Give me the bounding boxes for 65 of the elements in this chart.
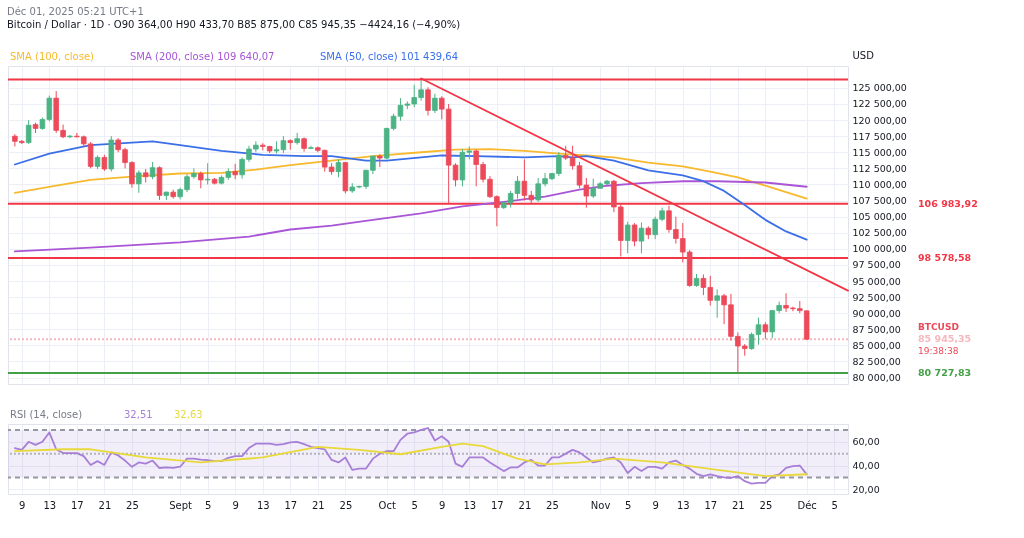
- chart-subtitle: Bitcoin / Dollar · 1D · O90 364,00 H90 433,70 B85 875,00 C85 945,35 −4424,16 (−4,90%): [7, 19, 461, 30]
- x-tick-label: 21: [311, 499, 325, 511]
- text: 32,51: [124, 409, 153, 420]
- y-tick-label: 20,00: [852, 483, 880, 495]
- x-tick-label: 5: [204, 499, 212, 511]
- ref-line-label: 98 578,58: [918, 251, 972, 263]
- x-tick-label: 13: [676, 499, 690, 511]
- y-tick-label: 90 000,00: [852, 307, 901, 319]
- x-tick-label: 13: [256, 499, 270, 511]
- x-tick-label: 9: [439, 499, 446, 511]
- x-tick-label: 25: [126, 499, 139, 511]
- y-tick-label: 107 500,00: [852, 195, 907, 207]
- text: BTCUSD: [918, 322, 959, 333]
- x-tick-label: 17: [284, 499, 298, 511]
- y-tick-label: 87 500,00: [852, 323, 901, 335]
- y-tick-label: 97 500,00: [852, 259, 901, 271]
- text: 19:38:38: [918, 346, 959, 357]
- text: 32,63: [174, 409, 203, 420]
- text: SMA (200, close) 109 640,07: [130, 51, 275, 62]
- y-tick-label: 100 000,00: [852, 243, 907, 255]
- x-tick-label: Oct: [378, 499, 396, 511]
- x-tick-label: 25: [339, 499, 353, 511]
- x-tick-label: 21: [98, 499, 112, 511]
- y-tick-label: 92 500,00: [852, 291, 901, 303]
- x-tick-label: 17: [704, 499, 718, 511]
- ref-line-label: 106 983,92: [918, 197, 978, 209]
- chart-title: Déc 01, 2025 05:21 UTC+1: [7, 6, 144, 17]
- x-tick-label: 9: [19, 499, 26, 511]
- y-tick-label: 105 000,00: [852, 211, 907, 223]
- x-tick-label: 13: [43, 499, 57, 511]
- y-tick-label: 80 000,00: [852, 372, 901, 384]
- y-tick-label: 122 500,00: [852, 98, 907, 110]
- text: SMA (50, close) 101 439,64: [320, 51, 459, 62]
- x-tick-label: Sept: [169, 499, 193, 511]
- y-tick-label: 120 000,00: [852, 114, 907, 126]
- y-tick-label: 85 000,00: [852, 339, 901, 351]
- y-axis-title: USD: [852, 49, 875, 61]
- y-tick-label: 102 500,00: [852, 227, 907, 239]
- x-tick-label: 25: [759, 499, 773, 511]
- x-tick-label: 9: [652, 499, 659, 511]
- x-tick-label: 5: [624, 499, 632, 511]
- x-tick-label: 21: [518, 499, 532, 511]
- text: SMA (100, close): [10, 51, 95, 62]
- x-tick-label: 5: [831, 499, 838, 511]
- y-tick-label: 117 500,00: [852, 130, 907, 142]
- x-tick-label: 25: [546, 499, 559, 511]
- x-tick-label: 13: [463, 499, 477, 511]
- chart-title: RSI (14, close): [10, 409, 83, 420]
- x-tick-label: 17: [490, 499, 504, 511]
- y-tick-label: 95 000,00: [852, 275, 901, 287]
- ref-line-label: 80 727,83: [918, 366, 972, 378]
- ref-line-label: 85 945,35: [918, 333, 972, 345]
- x-tick-label: 5: [411, 499, 418, 511]
- y-tick-label: 115 000,00: [852, 146, 907, 158]
- y-tick-label: 82 500,00: [852, 355, 901, 367]
- x-tick-label: 21: [731, 499, 745, 511]
- y-tick-label: 40,00: [852, 460, 880, 472]
- y-tick-label: 110 000,00: [852, 178, 907, 190]
- y-tick-label: 60,00: [852, 436, 880, 448]
- x-tick-label: Nov: [590, 499, 611, 511]
- x-tick-label: 9: [232, 499, 239, 511]
- x-tick-label: 17: [70, 499, 84, 511]
- x-tick-label: Déc: [797, 499, 817, 511]
- y-tick-label: 112 500,00: [852, 162, 907, 174]
- y-tick-label: 125 000,00: [852, 82, 907, 94]
